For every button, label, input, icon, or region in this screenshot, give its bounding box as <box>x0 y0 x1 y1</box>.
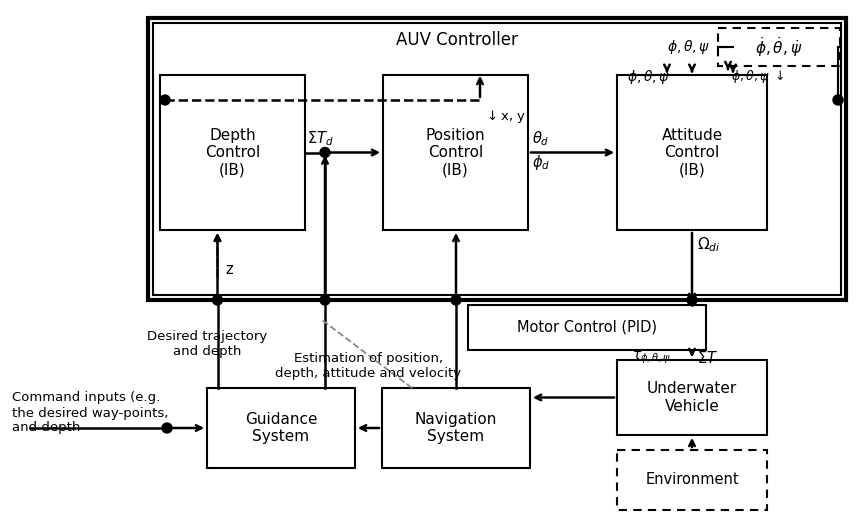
Circle shape <box>687 295 697 305</box>
Text: AUV Controller: AUV Controller <box>396 31 518 49</box>
Bar <box>383 75 528 230</box>
Text: Desired trajectory
and depth: Desired trajectory and depth <box>147 330 267 358</box>
Text: $\Omega_{di}$: $\Omega_{di}$ <box>697 236 721 254</box>
Circle shape <box>451 295 461 305</box>
Text: $\phi, \theta, \psi$: $\phi, \theta, \psi$ <box>627 68 670 86</box>
Bar <box>148 18 846 300</box>
Bar <box>468 305 706 350</box>
Text: z: z <box>226 262 234 278</box>
Circle shape <box>213 295 222 305</box>
Circle shape <box>162 423 172 433</box>
Bar <box>153 23 841 295</box>
Text: $\phi, \theta, \psi$: $\phi, \theta, \psi$ <box>667 38 710 56</box>
Text: $\tau_{\phi,\theta,\psi}$: $\tau_{\phi,\theta,\psi}$ <box>632 350 671 366</box>
Text: Motor Control (PID): Motor Control (PID) <box>517 320 657 335</box>
Bar <box>382 388 530 468</box>
Bar <box>160 75 305 230</box>
Text: Depth
Control
(IB): Depth Control (IB) <box>205 128 260 178</box>
Circle shape <box>320 295 330 305</box>
Text: Attitude
Control
(IB): Attitude Control (IB) <box>662 128 722 178</box>
Text: Navigation
System: Navigation System <box>415 412 497 444</box>
Text: Underwater
Vehicle: Underwater Vehicle <box>647 381 737 414</box>
Text: Estimation of position,
depth, attitude and velocity: Estimation of position, depth, attitude … <box>275 352 462 380</box>
Text: $\Sigma T_d$: $\Sigma T_d$ <box>307 129 334 148</box>
Circle shape <box>320 147 330 157</box>
Text: $\dot{\phi}, \dot{\theta}, \dot{\psi}$: $\dot{\phi}, \dot{\theta}, \dot{\psi}$ <box>755 35 803 59</box>
Text: $\phi, \theta, \psi$ $\downarrow$: $\phi, \theta, \psi$ $\downarrow$ <box>731 68 785 85</box>
Text: Environment: Environment <box>645 473 739 488</box>
Bar <box>718 28 840 66</box>
Bar <box>617 450 767 510</box>
Text: $\Sigma T$: $\Sigma T$ <box>697 350 718 366</box>
Text: $\phi_d$: $\phi_d$ <box>532 153 550 172</box>
Circle shape <box>160 95 170 105</box>
Text: Guidance
System: Guidance System <box>245 412 317 444</box>
Circle shape <box>833 95 843 105</box>
Text: Position
Control
(IB): Position Control (IB) <box>426 128 485 178</box>
Text: $\downarrow$x, y: $\downarrow$x, y <box>484 108 526 125</box>
Bar <box>617 360 767 435</box>
Text: Command inputs (e.g.
the desired way-points,
and depth: Command inputs (e.g. the desired way-poi… <box>12 392 169 435</box>
Bar <box>207 388 355 468</box>
Bar <box>617 75 767 230</box>
Text: $\theta_d$: $\theta_d$ <box>532 129 549 148</box>
